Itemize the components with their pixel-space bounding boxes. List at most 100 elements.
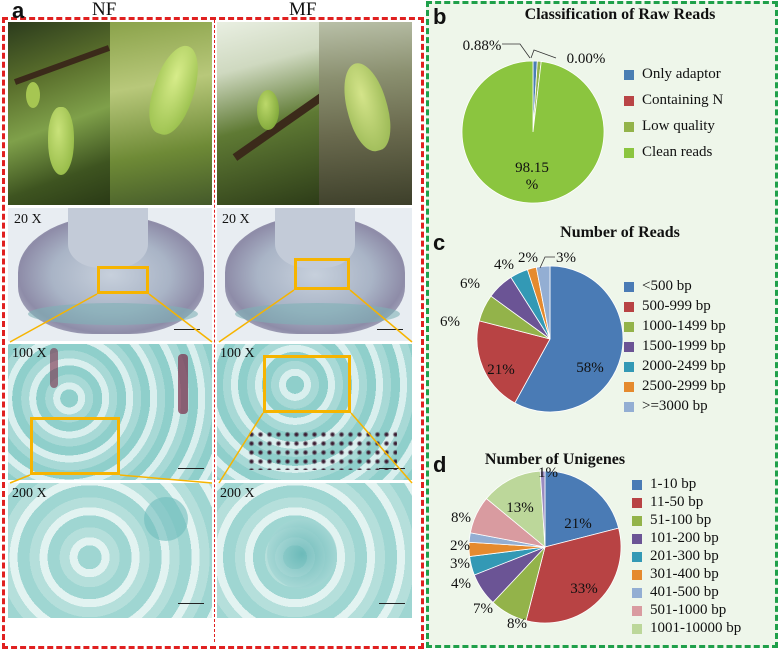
nf-micrograph-200x [8,483,212,618]
pie-slice [544,470,620,548]
pie-data-label: 0.00% [567,51,606,67]
legend-item-1001-10000: 1001-10000 bp [632,620,741,637]
column-title-mf: MF [289,0,317,20]
legend-label: 500-999 bp [642,298,711,314]
legend-label: 501-1000 bp [650,602,727,618]
legend-label: 301-400 bp [650,566,719,582]
pie-leader-line [539,256,555,269]
legend-swatch [624,381,634,392]
nf-flower-photo-2 [110,22,212,205]
pie-data-label: 7% [473,601,493,617]
legend-label: Clean reads [642,144,713,160]
legend-item-401-500: 401-500 bp [632,584,719,601]
pie-data-label: 8% [451,510,471,526]
panel-letter-a: a [12,0,25,23]
mag-label-nf-20x: 20 X [14,212,42,227]
legend-label: 401-500 bp [650,584,719,600]
mag-label-nf-200x: 200 X [12,486,47,501]
nf-micrograph-20x [8,208,212,341]
panel-letter-d: d [433,452,447,477]
legend-label: 1500-1999 bp [642,338,726,354]
mag-label-mf-100x: 100 X [220,346,255,361]
legend-label: 201-300 bp [650,548,719,564]
legend-swatch [624,301,634,312]
legend-label: 1-10 bp [650,476,697,492]
legend-label: 51-100 bp [650,512,712,528]
legend-item-1000-1499: 1000-1499 bp [624,318,726,335]
pie-data-label: 33% [570,581,598,597]
legend-item-101-200: 101-200 bp [632,530,719,547]
legend-swatch [632,551,642,562]
pie-data-label: 3% [450,556,470,572]
legend-label: <500 bp [642,278,692,294]
pie-data-label: 2% [450,538,470,554]
pie-chart-number-of-reads: 58% 21% 6% 6% 4% 2% 3% [440,250,624,413]
nf-20x-highlight-box [97,266,149,294]
legend-label: Low quality [642,118,715,134]
legend-swatch [624,281,634,292]
column-title-nf: NF [92,0,117,20]
legend-label: 2500-2999 bp [642,378,726,394]
pie-slice [525,527,622,624]
legend-item-low-quality: Low quality [624,118,715,135]
legend-swatch [624,321,634,332]
legend-label: 1001-10000 bp [650,620,742,636]
legend-item-clean-reads: Clean reads [624,144,712,161]
legend-swatch [632,533,642,544]
pie-data-label: 0.88% [463,38,502,54]
mf-flower-photo-1 [217,22,319,205]
pie-leader-line [502,43,531,59]
pie-slice [476,320,551,404]
chart-title-raw-reads: Classification of Raw Reads [524,6,716,23]
pie-data-label: 13% [506,500,534,516]
legend-item-2000-2499: 2000-2499 bp [624,358,726,375]
legend-item-gte3000: >=3000 bp [624,398,708,415]
legend-item-500-999: 500-999 bp [624,298,711,315]
pie-slice [461,60,605,204]
panel-a-divider [214,20,215,642]
legend-label: 2000-2499 bp [642,358,726,374]
chart-title-number-of-unigenes: Number of Unigenes [484,451,626,468]
legend-label: Containing N [642,92,724,108]
chart-title-number-of-reads: Number of Reads [560,224,680,241]
legend-swatch [632,479,642,490]
pie-slice [535,265,551,340]
zoom-guide-lines [9,289,413,484]
legend-swatch [624,121,634,132]
pie-slice [485,470,546,548]
mag-label-mf-200x: 200 X [220,486,255,501]
legend-item-201-300: 201-300 bp [632,548,719,565]
legend-item-containing-n: Containing N [624,92,723,109]
pie-data-label: 21% [487,362,515,378]
legend-label: 1000-1499 bp [642,318,726,334]
legend-swatch [624,401,634,412]
pie-data-label: % [526,177,539,193]
legend-item-501-1000: 501-1000 bp [632,602,726,619]
mf-20x-highlight-box [294,258,350,290]
pie-chart-raw-reads: 0.88% 0.00% 98.15% [461,38,606,204]
panel-a: a NF MF [2,0,424,649]
pie-data-label: 6% [460,276,480,292]
legend-label: 11-50 bp [650,494,704,510]
legend-item-11-50: 11-50 bp [632,494,703,511]
mf-micrograph-20x [217,208,412,341]
legend-item-51-100: 51-100 bp [632,512,711,529]
legend-item-1500-1999: 1500-1999 bp [624,338,726,355]
legend-swatch [632,605,642,616]
panel-a-frame [2,17,424,649]
pie-data-label: 1% [538,465,558,481]
pie-data-label: 8% [507,616,527,632]
legend-swatch [632,569,642,580]
legend-label: >=3000 bp [642,398,708,414]
nf-100x-highlight-box [30,417,120,475]
pie-data-label: 58% [576,360,604,376]
legend-swatch [632,623,642,634]
legend-swatch [632,587,642,598]
mag-label-nf-100x: 100 X [12,346,47,361]
pie-data-label: 2% [518,250,538,266]
pie-data-label: 4% [494,257,514,273]
pie-data-label: 4% [451,576,471,592]
legend-swatch [624,95,634,106]
panel-letter-b: b [433,4,447,29]
legend-item-lt500: <500 bp [624,278,692,295]
